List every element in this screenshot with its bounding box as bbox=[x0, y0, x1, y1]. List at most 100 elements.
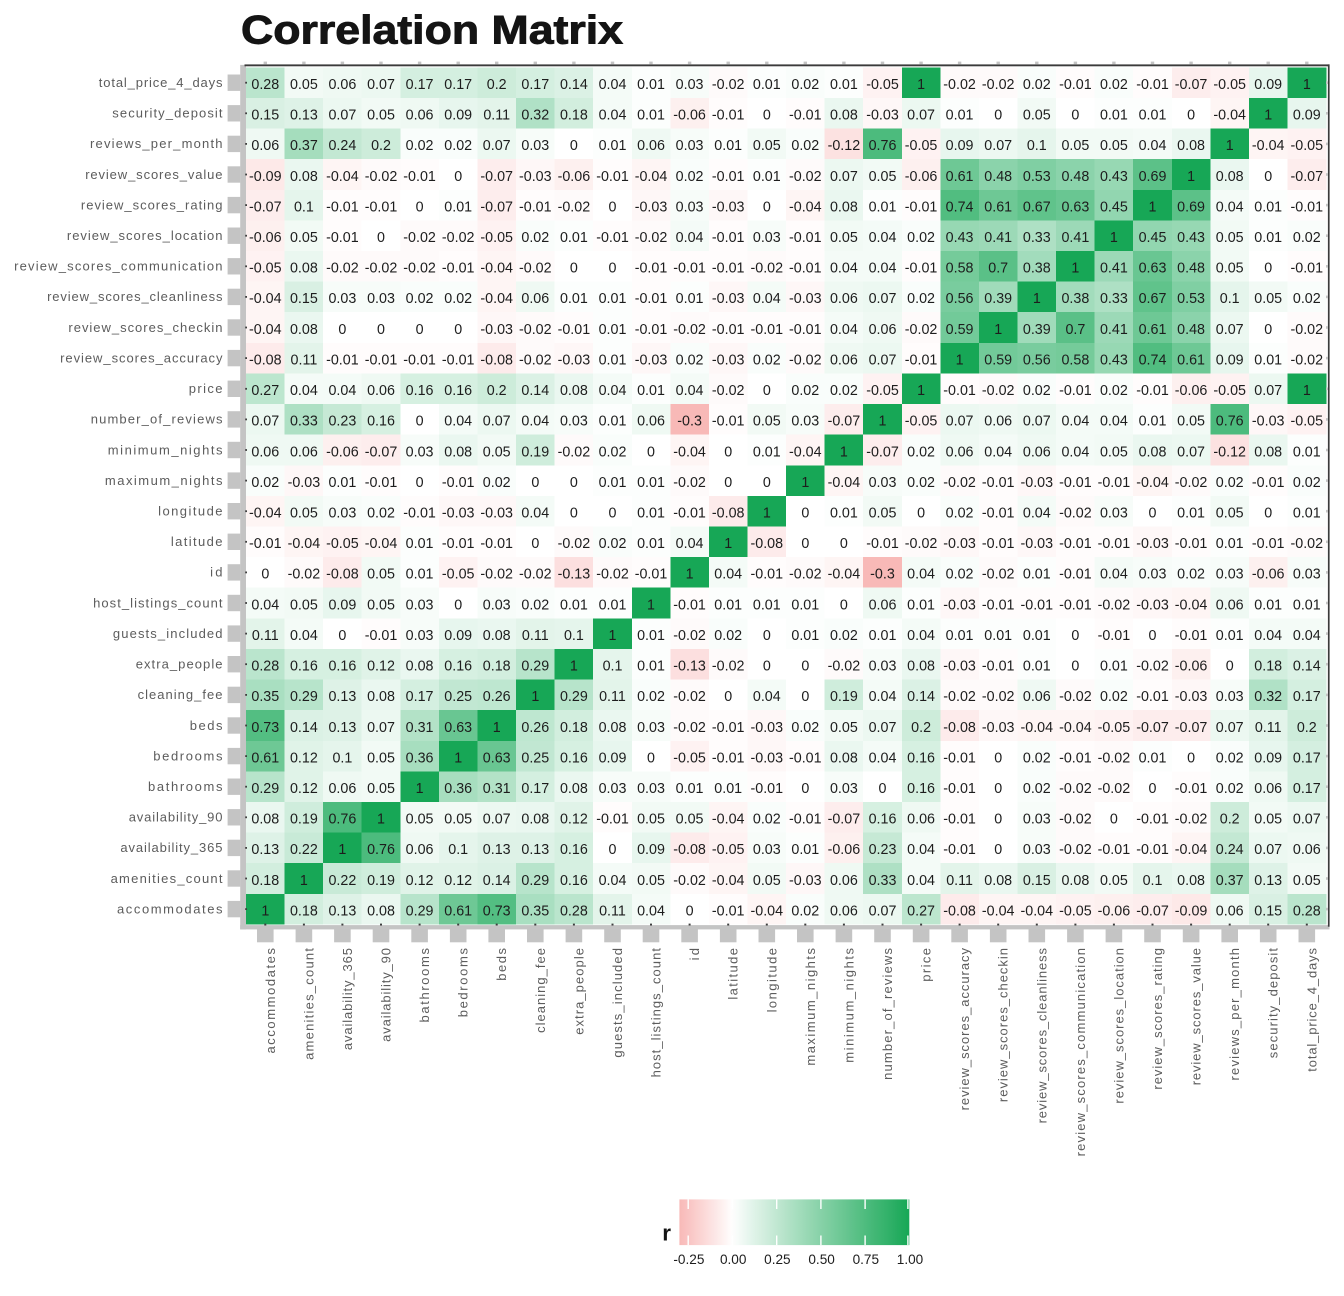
svg-text:1: 1 bbox=[763, 506, 771, 522]
svg-text:0.03: 0.03 bbox=[483, 597, 511, 613]
svg-text:0.06: 0.06 bbox=[1254, 781, 1282, 797]
svg-text:cleaning_fee: cleaning_fee bbox=[533, 948, 548, 1033]
svg-text:-0.03: -0.03 bbox=[1175, 689, 1208, 705]
svg-text:0.02: 0.02 bbox=[1293, 230, 1321, 246]
svg-text:0.23: 0.23 bbox=[328, 414, 356, 430]
svg-text:-0.02: -0.02 bbox=[403, 230, 436, 246]
svg-text:-0.02: -0.02 bbox=[1175, 475, 1208, 491]
svg-text:-0.04: -0.04 bbox=[249, 291, 282, 307]
svg-text:0: 0 bbox=[763, 475, 771, 491]
svg-text:0.17: 0.17 bbox=[1293, 781, 1321, 797]
svg-text:-0.02: -0.02 bbox=[288, 567, 321, 583]
svg-text:0.37: 0.37 bbox=[1216, 873, 1244, 889]
svg-text:-0.08: -0.08 bbox=[326, 567, 359, 583]
svg-text:0: 0 bbox=[994, 108, 1002, 124]
svg-text:-0.01: -0.01 bbox=[712, 261, 745, 277]
svg-text:0.31: 0.31 bbox=[406, 720, 434, 736]
svg-text:-0.01: -0.01 bbox=[1175, 628, 1208, 644]
svg-text:0.09: 0.09 bbox=[444, 108, 472, 124]
svg-text:0: 0 bbox=[763, 383, 771, 399]
svg-text:amenities_count: amenities_count bbox=[301, 948, 316, 1060]
svg-text:-0.04: -0.04 bbox=[712, 873, 745, 889]
svg-text:bathrooms: bathrooms bbox=[148, 779, 223, 794]
svg-text:0.04: 0.04 bbox=[290, 628, 318, 644]
svg-text:1: 1 bbox=[454, 750, 462, 766]
svg-text:price: price bbox=[919, 948, 934, 982]
svg-text:0.17: 0.17 bbox=[521, 77, 549, 93]
svg-text:-0.04: -0.04 bbox=[480, 291, 513, 307]
svg-text:beds: beds bbox=[190, 718, 223, 733]
svg-text:availability_90: availability_90 bbox=[129, 810, 223, 825]
svg-text:1: 1 bbox=[261, 903, 269, 919]
svg-text:-0.01: -0.01 bbox=[751, 567, 784, 583]
svg-text:-0.07: -0.07 bbox=[1136, 720, 1169, 736]
svg-text:0.28: 0.28 bbox=[251, 77, 279, 93]
svg-text:0.67: 0.67 bbox=[1139, 291, 1167, 307]
svg-text:-0.07: -0.07 bbox=[828, 812, 861, 828]
svg-text:0.08: 0.08 bbox=[251, 812, 279, 828]
svg-text:-0.02: -0.02 bbox=[673, 322, 706, 338]
svg-text:-0.02: -0.02 bbox=[1136, 659, 1169, 675]
svg-text:reviews_per_month: reviews_per_month bbox=[1227, 948, 1242, 1081]
svg-text:0.05: 0.05 bbox=[1254, 812, 1282, 828]
svg-text:number_of_reviews: number_of_reviews bbox=[880, 948, 895, 1080]
svg-text:-0.13: -0.13 bbox=[558, 567, 591, 583]
svg-text:0.08: 0.08 bbox=[406, 659, 434, 675]
svg-text:0.41: 0.41 bbox=[1061, 230, 1089, 246]
svg-text:0.29: 0.29 bbox=[251, 781, 279, 797]
svg-text:bedrooms: bedrooms bbox=[456, 948, 471, 1018]
svg-text:-0.02: -0.02 bbox=[673, 873, 706, 889]
svg-text:0.05: 0.05 bbox=[483, 444, 511, 460]
svg-text:-0.01: -0.01 bbox=[365, 352, 398, 368]
svg-text:-0.03: -0.03 bbox=[712, 199, 745, 215]
svg-text:0: 0 bbox=[763, 108, 771, 124]
svg-text:0.06: 0.06 bbox=[869, 597, 897, 613]
svg-text:-0.02: -0.02 bbox=[326, 261, 359, 277]
svg-text:review_scores_value: review_scores_value bbox=[85, 167, 222, 182]
svg-text:0.02: 0.02 bbox=[637, 689, 665, 705]
svg-text:-0.04: -0.04 bbox=[1136, 475, 1169, 491]
svg-text:0.04: 0.04 bbox=[869, 230, 897, 246]
svg-text:0.03: 0.03 bbox=[676, 199, 704, 215]
svg-text:0.11: 0.11 bbox=[599, 689, 626, 705]
svg-text:-0.01: -0.01 bbox=[789, 230, 822, 246]
svg-text:0.59: 0.59 bbox=[946, 322, 974, 338]
svg-text:-0.04: -0.04 bbox=[828, 475, 861, 491]
svg-text:-0.02: -0.02 bbox=[943, 475, 976, 491]
svg-text:-0.01: -0.01 bbox=[943, 781, 976, 797]
svg-text:review_scores_rating: review_scores_rating bbox=[81, 197, 223, 212]
svg-text:-0.03: -0.03 bbox=[751, 720, 784, 736]
svg-text:0.05: 0.05 bbox=[1216, 261, 1244, 277]
svg-text:-0.01: -0.01 bbox=[596, 812, 629, 828]
svg-text:0.04: 0.04 bbox=[753, 689, 781, 705]
svg-text:0.07: 0.07 bbox=[984, 138, 1012, 154]
svg-text:0: 0 bbox=[1110, 812, 1118, 828]
svg-text:0.15: 0.15 bbox=[1254, 903, 1282, 919]
svg-text:-0.01: -0.01 bbox=[1252, 475, 1285, 491]
svg-text:0.43: 0.43 bbox=[1177, 230, 1205, 246]
svg-text:-0.06: -0.06 bbox=[828, 842, 861, 858]
svg-text:extra_people: extra_people bbox=[136, 657, 223, 672]
svg-text:0: 0 bbox=[801, 781, 809, 797]
svg-text:-0.03: -0.03 bbox=[789, 873, 822, 889]
svg-text:0: 0 bbox=[416, 199, 424, 215]
svg-text:0: 0 bbox=[840, 536, 848, 552]
svg-text:0: 0 bbox=[1071, 659, 1079, 675]
svg-text:-0.04: -0.04 bbox=[1252, 138, 1285, 154]
svg-text:0.05: 0.05 bbox=[830, 720, 858, 736]
svg-text:0.02: 0.02 bbox=[791, 383, 819, 399]
svg-text:0.17: 0.17 bbox=[406, 689, 434, 705]
svg-text:-0.01: -0.01 bbox=[751, 781, 784, 797]
svg-text:0.04: 0.04 bbox=[869, 689, 897, 705]
svg-text:-0.3: -0.3 bbox=[677, 414, 702, 430]
svg-text:-0.07: -0.07 bbox=[1291, 169, 1324, 185]
svg-text:-0.02: -0.02 bbox=[1059, 842, 1092, 858]
svg-text:0.75: 0.75 bbox=[853, 1252, 879, 1267]
svg-text:-0.03: -0.03 bbox=[1021, 536, 1054, 552]
svg-text:-0.05: -0.05 bbox=[905, 414, 938, 430]
svg-text:0.02: 0.02 bbox=[676, 169, 704, 185]
svg-text:-0.05: -0.05 bbox=[1213, 383, 1246, 399]
svg-text:0.76: 0.76 bbox=[367, 842, 395, 858]
svg-text:0.06: 0.06 bbox=[1216, 903, 1244, 919]
svg-text:0.01: 0.01 bbox=[637, 536, 665, 552]
